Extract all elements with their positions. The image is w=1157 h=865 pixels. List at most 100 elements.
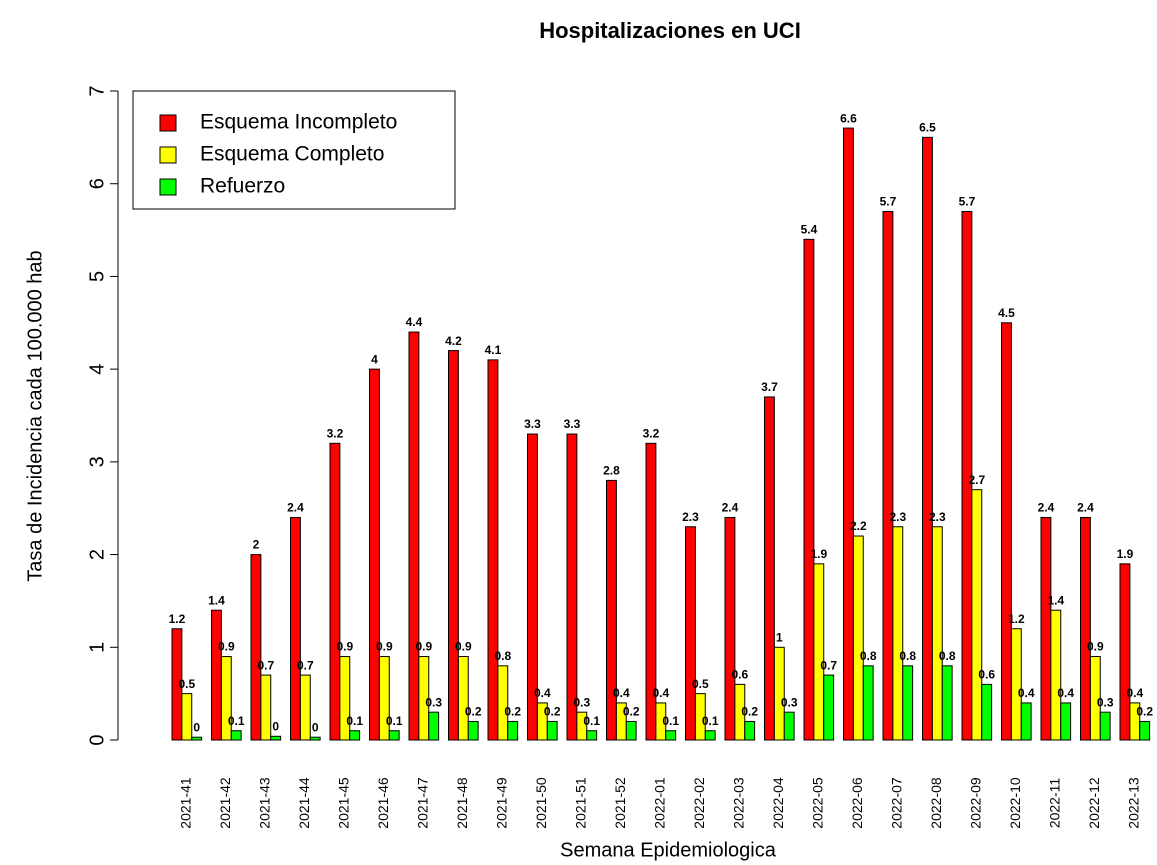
value-label: 0.9 [1087, 640, 1104, 654]
value-label: 0.4 [613, 686, 630, 700]
y-tick-label: 7 [86, 85, 108, 96]
value-label: 1.2 [169, 612, 186, 626]
x-tick-label: 2022-07 [889, 777, 905, 829]
x-tick-label: 2021-50 [533, 777, 549, 829]
bar [606, 479, 617, 741]
value-label: 0.8 [860, 649, 877, 663]
bar [250, 554, 262, 741]
value-label: 0.1 [386, 714, 403, 728]
bar [290, 516, 301, 741]
value-label: 0.7 [257, 658, 274, 672]
value-label: 0.2 [465, 705, 482, 719]
bar [783, 711, 795, 741]
x-tick-label: 2022-10 [1007, 777, 1023, 829]
value-label: 3.3 [564, 417, 581, 431]
legend-label: Refuerzo [200, 175, 285, 198]
bar [378, 656, 390, 741]
legend-swatch [159, 178, 177, 196]
bar [823, 674, 835, 741]
x-tick-label: 2021-52 [612, 777, 628, 829]
value-label: 0.2 [544, 705, 561, 719]
value-label: 0.4 [1018, 686, 1035, 700]
bar [191, 736, 203, 741]
bar [813, 563, 825, 741]
bar [685, 526, 696, 741]
bar [220, 656, 232, 741]
value-label: 0.1 [583, 714, 600, 728]
legend-label: Esquema Incompleto [200, 111, 397, 134]
bar [961, 211, 973, 741]
value-label: 0.2 [504, 705, 521, 719]
bar [576, 711, 588, 741]
value-label: 4.2 [445, 334, 462, 348]
bar [299, 674, 311, 741]
bar [230, 730, 242, 741]
bar [704, 730, 716, 741]
bar [892, 526, 904, 741]
value-label: 0.4 [1126, 686, 1143, 700]
value-label: 0.8 [939, 649, 956, 663]
bar [852, 535, 864, 741]
bar [467, 720, 479, 741]
bar [418, 656, 430, 741]
value-label: 0.3 [573, 695, 590, 709]
value-label: 0 [312, 720, 319, 734]
bar [1010, 628, 1022, 741]
bar [655, 702, 667, 741]
value-label: 0.2 [741, 705, 758, 719]
y-tick-label: 0 [86, 734, 108, 745]
value-label: 0.3 [781, 695, 798, 709]
y-tick-label: 4 [86, 364, 108, 375]
y-tick-label: 3 [86, 456, 108, 467]
value-label: 0.9 [455, 640, 472, 654]
bar [803, 238, 815, 741]
x-tick-label: 2022-03 [731, 777, 747, 829]
bar [724, 516, 736, 741]
x-tick-label: 2021-49 [494, 777, 510, 829]
value-label: 2.3 [929, 510, 946, 524]
bar [1119, 563, 1131, 741]
value-label: 6.6 [840, 111, 857, 125]
x-tick-label: 2022-09 [968, 777, 984, 829]
value-label: 1.2 [1008, 612, 1025, 626]
value-label: 0.1 [228, 714, 245, 728]
x-tick-label: 2021-42 [217, 777, 233, 829]
value-label: 0.4 [1057, 686, 1074, 700]
bar [408, 331, 420, 741]
value-label: 2.4 [1038, 501, 1055, 515]
value-label: 1.9 [810, 547, 827, 561]
bar [457, 656, 469, 741]
bar [931, 526, 943, 741]
y-tick-label: 5 [86, 271, 108, 282]
bar [171, 628, 183, 741]
value-label: 2.3 [682, 510, 699, 524]
bar [971, 489, 983, 741]
y-axis-title: Tasa de Incidencia cada 100.000 hab [24, 250, 46, 581]
bar [527, 433, 538, 741]
bar [1099, 711, 1111, 741]
bar [665, 730, 677, 741]
bar [862, 665, 874, 741]
x-tick-label: 2022-13 [1126, 777, 1142, 829]
value-label: 2.7 [968, 473, 985, 487]
bar [497, 665, 509, 741]
bar [181, 693, 193, 741]
value-label: 4.4 [406, 315, 423, 329]
bar [1020, 702, 1032, 741]
bar [546, 720, 558, 741]
x-tick-label: 2022-04 [770, 777, 786, 829]
value-label: 1.4 [1047, 593, 1064, 607]
bar [1040, 516, 1052, 741]
bar [260, 674, 272, 741]
bar [902, 665, 914, 741]
value-label: 3.2 [327, 426, 344, 440]
x-tick-label: 2021-51 [573, 777, 589, 829]
x-tick-label: 2021-44 [296, 777, 312, 829]
value-label: 5.7 [959, 195, 976, 209]
value-label: 0.2 [623, 705, 640, 719]
y-tick-label: 2 [86, 549, 108, 560]
x-tick-label: 2022-05 [810, 777, 826, 829]
value-label: 4.5 [998, 306, 1015, 320]
bar [1080, 516, 1091, 741]
x-tick-label: 2022-06 [849, 777, 865, 829]
